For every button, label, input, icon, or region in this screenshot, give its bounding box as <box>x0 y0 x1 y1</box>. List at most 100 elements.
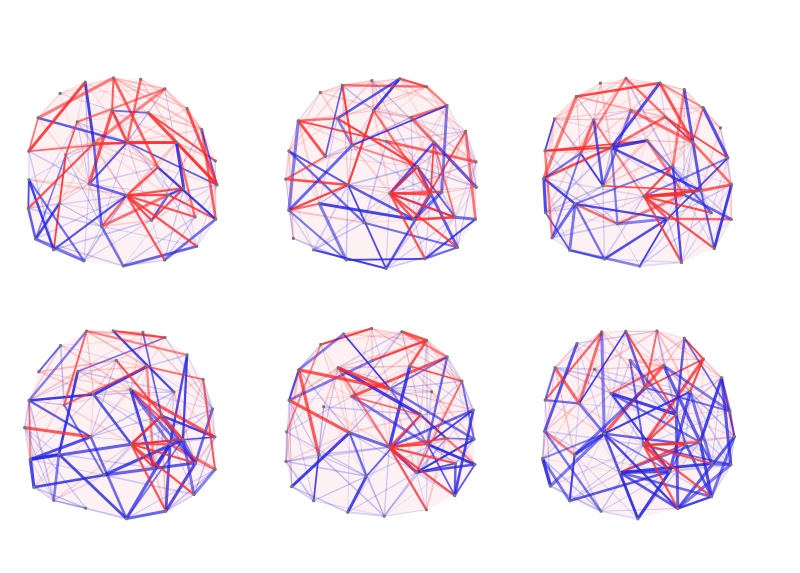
positive-edge <box>580 110 632 154</box>
negative-edge <box>29 459 105 476</box>
negative-edge <box>701 106 730 160</box>
positive-edge <box>126 129 203 143</box>
network-node <box>52 248 56 252</box>
negative-edge <box>313 475 367 502</box>
positive-edge <box>429 141 435 196</box>
negative-edge <box>351 144 432 196</box>
negative-edge <box>312 184 349 251</box>
network-node <box>655 329 659 333</box>
network-node <box>385 139 389 144</box>
positive-edge <box>372 86 428 112</box>
network-node <box>364 474 368 478</box>
network-node <box>598 81 603 85</box>
network-node <box>543 398 547 402</box>
network-node <box>64 153 68 157</box>
network-node <box>284 459 288 464</box>
negative-edge <box>126 141 218 186</box>
positive-edge <box>388 388 391 448</box>
positive-edge <box>287 183 350 212</box>
negative-edge <box>52 499 128 520</box>
network-node <box>544 210 548 215</box>
positive-edge <box>322 366 340 408</box>
network-node <box>111 329 115 333</box>
positive-edge <box>593 82 601 121</box>
negative-edge <box>194 184 218 218</box>
negative-edge <box>543 430 603 513</box>
network-node <box>473 462 477 467</box>
negative-edge <box>317 202 416 221</box>
negative-edge <box>88 141 129 185</box>
negative-edge <box>351 391 433 398</box>
positive-edge <box>370 327 428 341</box>
network-node <box>710 462 714 466</box>
positive-edge <box>319 91 339 120</box>
negative-edge <box>432 140 478 189</box>
positive-edge <box>385 140 478 164</box>
positive-edge <box>429 104 448 196</box>
negative-edge <box>573 454 602 513</box>
negative-edge <box>549 485 602 513</box>
network-node <box>684 442 688 446</box>
positive-edge <box>153 467 167 512</box>
negative-edge <box>683 194 715 249</box>
negative-edge <box>181 353 189 441</box>
network-node <box>174 140 178 145</box>
network-node <box>699 189 703 193</box>
positive-edge <box>140 78 188 109</box>
negative-edge <box>347 471 418 513</box>
negative-edge <box>603 217 669 261</box>
positive-edge <box>324 155 418 168</box>
network-node <box>599 509 603 513</box>
network-node <box>552 117 557 121</box>
negative-edge <box>58 202 103 227</box>
negative-edge <box>297 92 321 122</box>
positive-edge <box>288 84 343 152</box>
positive-edge <box>592 77 627 121</box>
negative-edge <box>728 410 736 438</box>
network-node <box>28 457 32 462</box>
negative-edge <box>60 344 117 361</box>
positive-edge <box>629 108 695 144</box>
negative-edge <box>440 104 449 194</box>
network-node <box>163 258 167 262</box>
negative-edge <box>662 364 736 438</box>
negative-edge <box>336 77 402 120</box>
positive-edge <box>348 388 391 434</box>
positive-edge <box>27 142 95 210</box>
positive-edge <box>76 87 166 123</box>
negative-edge <box>63 404 105 477</box>
negative-edge <box>285 431 288 463</box>
negative-edge <box>551 237 571 251</box>
negative-edge <box>385 140 432 196</box>
positive-edge <box>409 365 475 440</box>
positive-edge <box>65 77 114 156</box>
negative-edge <box>27 178 55 251</box>
network-node <box>163 87 167 91</box>
network-node <box>37 370 41 374</box>
negative-edge <box>610 393 644 446</box>
positive-edge <box>211 408 216 438</box>
positive-edge <box>445 437 456 464</box>
negative-edge <box>409 365 474 411</box>
negative-edge <box>371 79 419 168</box>
positive-edge <box>142 331 166 339</box>
negative-edge <box>385 246 459 270</box>
negative-edge <box>102 461 197 477</box>
network-node <box>114 358 118 362</box>
negative-edge <box>544 117 556 152</box>
negative-edge <box>28 399 55 502</box>
positive-edge <box>610 391 691 395</box>
network-node <box>82 259 86 263</box>
hub-edge <box>643 195 712 214</box>
network-node <box>195 244 199 248</box>
negative-edge <box>288 399 293 488</box>
negative-edge <box>174 141 186 190</box>
network-node <box>445 104 449 108</box>
positive-edge <box>425 85 449 107</box>
positive-edge <box>575 82 601 98</box>
positive-edge <box>593 82 661 121</box>
negative-edge <box>346 511 386 517</box>
negative-edge <box>129 388 156 470</box>
network-node <box>141 330 145 334</box>
positive-edge <box>337 339 428 369</box>
